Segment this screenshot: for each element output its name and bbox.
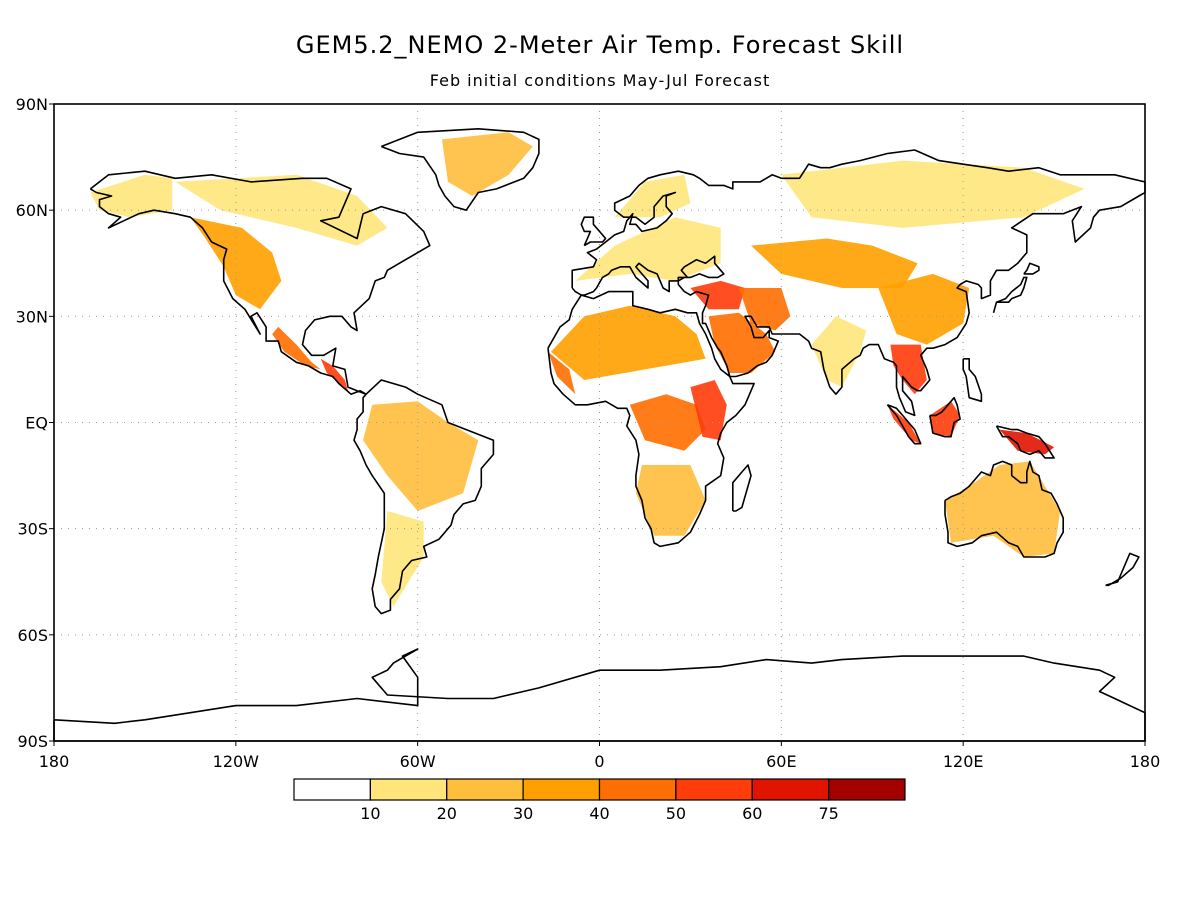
skill-region xyxy=(751,238,918,288)
skill-region xyxy=(363,401,479,511)
longitude-tick-label: 0 xyxy=(594,752,604,771)
skill-region xyxy=(738,288,791,331)
map-title: GEM5.2_NEMO 2-Meter Air Temp. Forecast S… xyxy=(296,31,904,59)
colorbar-swatch xyxy=(522,778,601,801)
skill-region xyxy=(551,305,706,380)
colorbar-label: 30 xyxy=(513,804,533,823)
coastline xyxy=(353,379,495,615)
skill-region xyxy=(929,401,961,437)
skill-region xyxy=(548,351,576,395)
colorbar-label: 50 xyxy=(666,804,686,823)
colorbar-swatch xyxy=(598,778,677,801)
skill-region xyxy=(708,312,776,373)
skill-region xyxy=(441,132,533,196)
colorbar-label: 10 xyxy=(360,804,380,823)
coastline xyxy=(571,149,1146,417)
colorbar-label: 60 xyxy=(742,804,762,823)
skill-region xyxy=(781,160,1085,228)
longitude-tick-label: 60W xyxy=(400,752,436,771)
colorbar-label: 75 xyxy=(818,804,838,823)
colorbar-label: 20 xyxy=(437,804,457,823)
coastline xyxy=(381,128,540,211)
latitude-tick-label: 30N xyxy=(16,307,48,326)
skill-region xyxy=(811,316,867,388)
coastline xyxy=(886,404,922,445)
coastline xyxy=(1105,552,1140,587)
coastline xyxy=(53,648,1146,742)
skill-region xyxy=(575,217,721,281)
latitude-tick-label: EQ xyxy=(25,414,48,433)
skill-region xyxy=(629,394,706,451)
coastline xyxy=(1023,262,1040,275)
coastline xyxy=(89,170,431,396)
colorbar-swatch xyxy=(751,778,830,801)
coastline xyxy=(995,425,1055,459)
skill-region xyxy=(381,511,424,607)
latitude-tick-label: 90S xyxy=(17,732,48,751)
latitude-tick-labels: 90N 60N 30N EQ 30S 60S 90S xyxy=(16,95,54,751)
colorbar-swatch xyxy=(369,778,448,801)
longitude-tick-label: 120E xyxy=(943,752,984,771)
coastline xyxy=(992,276,1028,314)
skill-region xyxy=(614,174,691,218)
longitude-tick-label: 180 xyxy=(39,752,70,771)
coastline xyxy=(547,290,755,548)
skill-shading-layer xyxy=(90,132,1085,607)
skill-region xyxy=(878,273,970,345)
skill-region xyxy=(945,461,1061,557)
skill-region xyxy=(320,358,348,391)
colorbar: 10 20 30 40 50 60 75 xyxy=(293,778,906,823)
coastlines xyxy=(53,128,1146,742)
skill-region xyxy=(90,174,173,218)
longitude-tick-labels: 180 120W 60W 0 60E 120E 180 xyxy=(39,741,1161,771)
skill-region xyxy=(890,344,927,395)
coastline xyxy=(944,460,1064,558)
skill-region xyxy=(272,326,321,370)
latitude-tick-label: 30S xyxy=(17,520,48,539)
longitude-tick-label: 60E xyxy=(766,752,796,771)
colorbar-swatch xyxy=(446,778,524,801)
longitude-tick-label: 120W xyxy=(213,752,260,771)
colorbar-swatch xyxy=(828,778,906,801)
skill-region xyxy=(690,280,745,310)
skill-region xyxy=(635,465,706,536)
map-subtitle: Feb initial conditions May-Jul Forecast xyxy=(430,71,770,90)
skill-region xyxy=(190,217,282,310)
colorbar-label: 40 xyxy=(589,804,609,823)
longitude-tick-label: 180 xyxy=(1130,752,1161,771)
latitude-tick-label: 60N xyxy=(16,201,48,220)
coastline xyxy=(929,396,961,438)
skill-region xyxy=(690,380,727,441)
colorbar-swatch xyxy=(675,778,753,801)
latitude-tick-label: 90N xyxy=(16,95,48,114)
coastline xyxy=(580,216,607,247)
skill-region xyxy=(999,429,1055,455)
coastline xyxy=(731,464,752,512)
colorbar-swatch xyxy=(293,778,371,801)
latitude-tick-label: 60S xyxy=(17,626,48,645)
coastline xyxy=(962,357,983,403)
